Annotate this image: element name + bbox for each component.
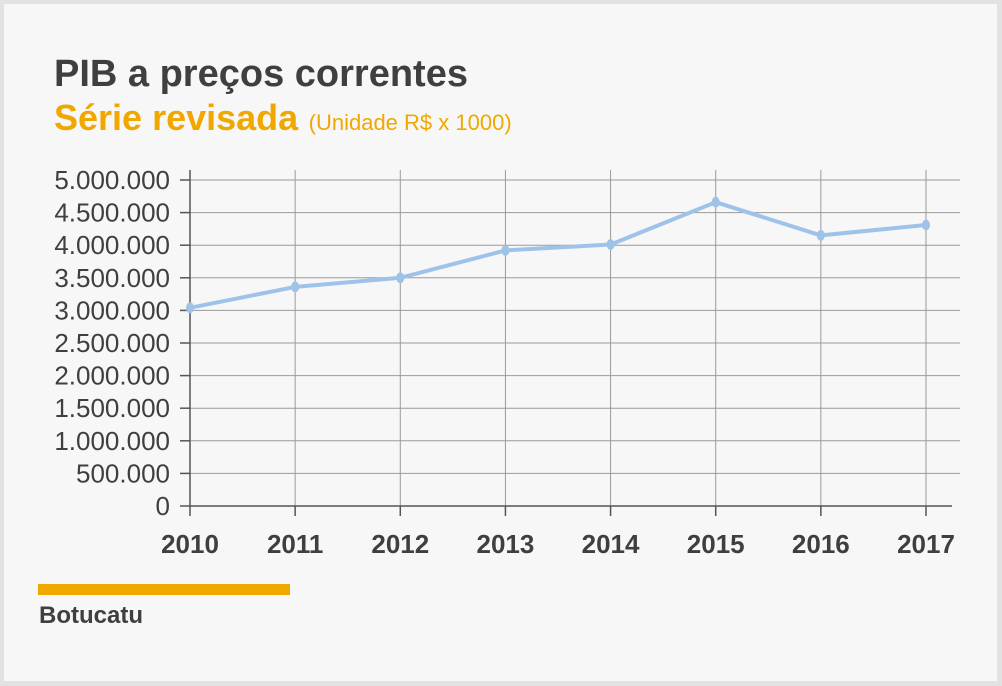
data-point: [711, 196, 720, 208]
y-tick-label: 3.500.000: [54, 263, 170, 293]
data-point: [186, 302, 194, 314]
y-tick-label: 4.000.000: [54, 230, 170, 260]
data-point: [922, 219, 930, 231]
x-tick-label: 2015: [687, 529, 745, 559]
y-tick-label: 2.500.000: [54, 328, 170, 358]
y-tick-label: 0: [156, 491, 170, 521]
x-tick-label: 2010: [161, 529, 219, 559]
chart-subtitle-row: Série revisada (Unidade R$ x 1000): [54, 98, 512, 146]
x-tick-label: 2011: [267, 529, 323, 559]
chart-title: PIB a preços correntes: [54, 53, 468, 95]
y-tick-label: 5.000.000: [54, 165, 170, 195]
x-tick-label: 2012: [371, 529, 429, 559]
x-tick-label: 2016: [792, 529, 850, 559]
y-tick-label: 1.500.000: [54, 393, 170, 423]
data-point: [606, 239, 615, 251]
data-point: [291, 281, 300, 293]
y-tick-label: 2.000.000: [54, 361, 170, 391]
data-point: [501, 244, 510, 256]
legend-label: Botucatu: [39, 602, 143, 629]
data-point: [396, 272, 405, 284]
data-point: [816, 229, 825, 241]
series-layer: [186, 196, 930, 314]
x-tick-label: 2017: [897, 529, 955, 559]
label-layer: 0500.0001.000.0001.500.0002.000.0002.500…: [54, 165, 955, 559]
unit-note: (Unidade R$ x 1000): [308, 110, 512, 135]
x-tick-label: 2013: [477, 529, 535, 559]
y-tick-label: 500.000: [76, 458, 170, 488]
y-tick-label: 4.500.000: [54, 198, 170, 228]
chart-subtitle: Série revisada: [54, 97, 299, 138]
series-line: [188, 200, 928, 310]
grid-layer: [190, 170, 960, 506]
y-tick-label: 1.000.000: [54, 426, 170, 456]
axis-layer: [180, 170, 952, 516]
legend-swatch: [38, 584, 290, 595]
y-tick-label: 3.000.000: [54, 295, 170, 325]
x-tick-label: 2014: [582, 529, 640, 559]
